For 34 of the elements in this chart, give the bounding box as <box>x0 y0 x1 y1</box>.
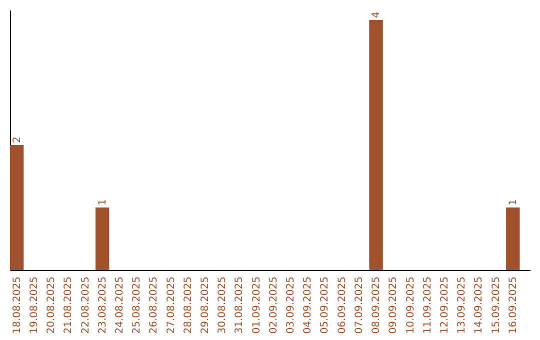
x-tick-label: 22.08.2025 <box>80 276 92 334</box>
x-tick-label: 18.08.2025 <box>12 276 23 334</box>
x-tick-label: 28.08.2025 <box>182 276 194 334</box>
data-label: 2 <box>12 136 23 143</box>
x-tick-label: 19.08.2025 <box>28 276 40 334</box>
x-tick-label: 21.08.2025 <box>63 276 74 334</box>
data-label: 1 <box>508 199 519 206</box>
x-tick-label: 25.08.2025 <box>132 276 143 334</box>
x-tick-label: 02.09.2025 <box>268 276 280 334</box>
x-tick-label: 31.08.2025 <box>234 276 246 334</box>
x-tick-label: 10.09.2025 <box>405 276 416 334</box>
x-tick-label: 07.09.2025 <box>354 276 365 334</box>
x-tick-label: 04.09.2025 <box>302 276 314 334</box>
x-tick-label: 01.09.2025 <box>251 276 262 334</box>
x-tick-label: 26.08.2025 <box>148 276 160 334</box>
x-tick-label: 27.08.2025 <box>166 276 177 334</box>
x-tick-label: 29.08.2025 <box>200 276 211 334</box>
x-tick-label: 05.09.2025 <box>320 276 331 334</box>
x-tick-label: 03.09.2025 <box>286 276 297 334</box>
x-tick-label: 15.09.2025 <box>490 276 502 334</box>
x-tick-label: 11.09.2025 <box>422 276 434 334</box>
x-tick-label: 20.08.2025 <box>46 276 58 334</box>
x-tick-label: 13.09.2025 <box>456 276 468 334</box>
x-tick-label: 23.08.2025 <box>97 276 108 334</box>
data-label: 1 <box>97 199 108 206</box>
x-tick-label: 12.09.2025 <box>439 276 450 334</box>
x-tick-label: 06.09.2025 <box>336 276 348 334</box>
x-tick-label: 16.09.2025 <box>508 276 519 334</box>
x-tick-label: 09.09.2025 <box>388 276 400 334</box>
x-tick-label: 08.09.2025 <box>371 276 382 334</box>
x-tick-label: 14.09.2025 <box>474 276 485 334</box>
x-tick-label: 30.08.2025 <box>217 276 228 334</box>
x-tick-label: 24.08.2025 <box>114 276 126 334</box>
data-label: 4 <box>371 12 382 18</box>
